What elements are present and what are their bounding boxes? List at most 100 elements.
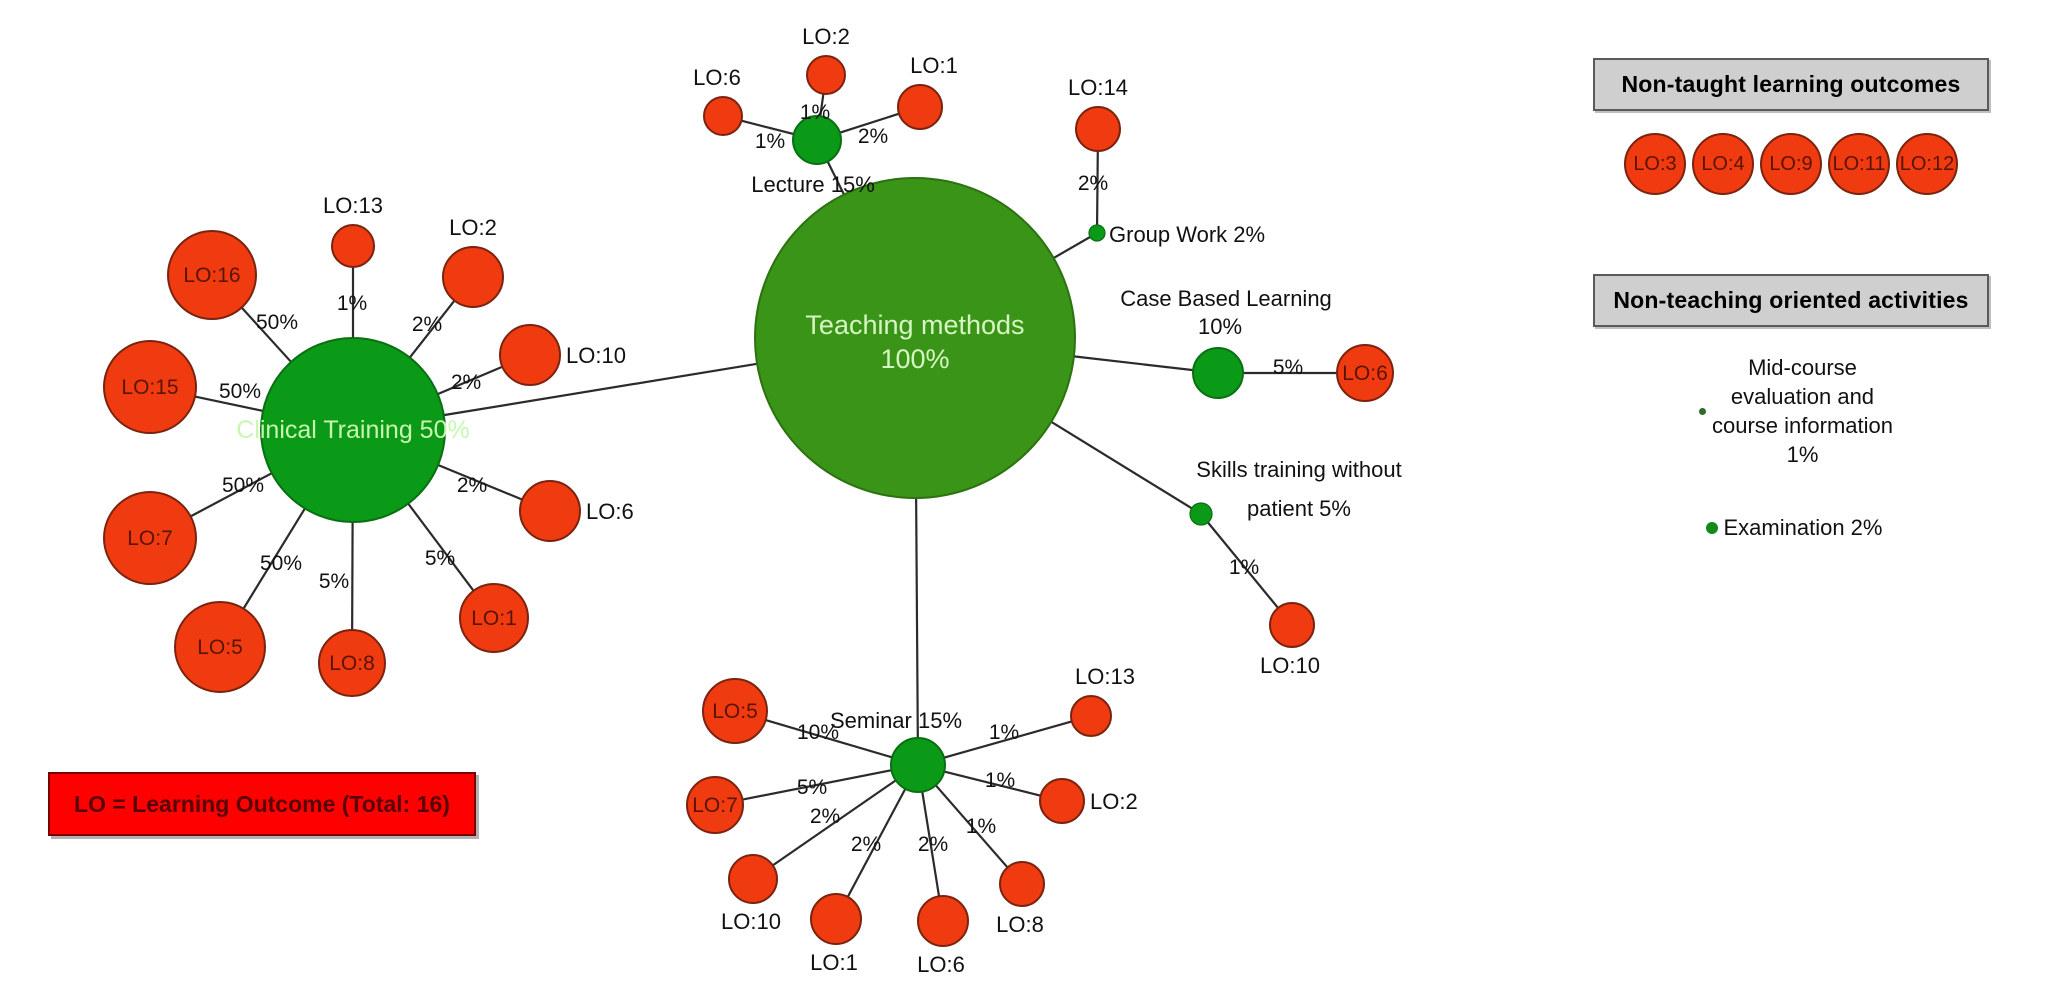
lo-node-LO14[interactable] [1075, 106, 1121, 152]
lo-label-LO1: LO:1 [810, 950, 858, 975]
edge-seminar-to-LO2 [943, 770, 1041, 797]
lo-node-LO1[interactable] [459, 583, 529, 653]
edge-percent-seminar-LO6: 2% [918, 833, 948, 856]
root-node-teaching-methods[interactable] [754, 177, 1076, 499]
activity-line-3: course information [1712, 413, 1893, 439]
edge-percent-seminar-LO7: 5% [797, 776, 827, 799]
method-node-clinical-training[interactable] [260, 337, 446, 523]
lo-node-LO6[interactable] [1336, 344, 1394, 402]
lo-node-LO8[interactable] [999, 861, 1045, 907]
edge-percent-lecture-LO2: 1% [800, 101, 830, 124]
lo-label-LO16: LO:16 [183, 264, 240, 287]
method-node-case-based-learning[interactable] [1192, 347, 1244, 399]
edge-lecture-to-LO2 [819, 93, 825, 117]
green-dot-icon [1705, 521, 1718, 534]
edge-seminar-to-LO10 [772, 779, 897, 867]
lo-node-LO6[interactable] [519, 480, 581, 542]
lo-node-LO13[interactable] [331, 224, 375, 268]
lo-node-LO13[interactable] [1070, 695, 1112, 737]
lo-node-LO10[interactable] [1269, 602, 1315, 648]
lo-label-LO15: LO:15 [121, 376, 178, 399]
lo-node-LO6[interactable] [703, 96, 743, 136]
method-node-skills-training[interactable] [1189, 502, 1213, 526]
edge-seminar-to-LO5 [765, 719, 893, 759]
edge-percent-clinical-training-LO5: 50% [260, 552, 302, 575]
lo-label-LO5: LO:5 [712, 700, 758, 723]
lo-node-LO15[interactable] [103, 340, 197, 434]
edge-seminar-to-LO7 [742, 769, 892, 801]
method-label-lecture: Lecture 15% [751, 172, 875, 197]
activity-line-1: Mid-course [1748, 355, 1857, 380]
lo-node-LO10[interactable] [728, 854, 778, 904]
lo-node-LO8[interactable] [318, 629, 386, 697]
lo-node-LO2[interactable] [806, 55, 846, 95]
edge-percent-seminar-LO1: 2% [851, 833, 881, 856]
lo-node-LO2[interactable] [442, 246, 504, 308]
edge-seminar-to-LO6 [921, 791, 941, 897]
activity-examination-label: Examination 2% [1723, 515, 1883, 541]
edge-clinical-training-to-LO15 [194, 395, 264, 413]
edge-percent-group-work-LO14: 2% [1078, 172, 1108, 195]
lo-label-LO6: LO:6 [693, 65, 741, 90]
edge-lecture-to-LO6 [741, 119, 795, 136]
method-label-case-based-learning-line2: 10% [1198, 314, 1242, 339]
edge-percent-skills-training-LO10: 1% [1229, 556, 1259, 579]
lo-node-LO2[interactable] [1039, 778, 1085, 824]
lo-label-LO13: LO:13 [323, 193, 383, 218]
lo-node-LO1[interactable] [810, 893, 862, 945]
labels-layer: LO:16 50% LO:15 50% LO:7 50% LO:5 50% LO:8 5% LO:1… [121, 24, 1401, 977]
learning-outcome-key-text: LO = Learning Outcome (Total: 16) [74, 790, 450, 817]
edge-root-to-clinical-training [443, 362, 758, 417]
lo-label-LO6: LO:6 [917, 952, 965, 977]
activity-mid-course-evaluation: Mid-course evaluation and course informa… [1593, 353, 1989, 469]
root-label-line1: Teaching methods [805, 310, 1024, 340]
method-label-clinical-training: Clinical Training 50% [236, 416, 469, 444]
edge-percent-clinical-training-LO1: 5% [425, 547, 455, 570]
lo-label-LO1: LO:1 [910, 53, 958, 78]
activity-mid-course-evaluation-label: Mid-course evaluation and course informa… [1712, 353, 1893, 469]
lo-node-LO1[interactable] [897, 84, 943, 130]
lo-label-LO10: LO:10 [1260, 653, 1320, 678]
edge-seminar-to-LO8 [934, 784, 1009, 869]
activity-line-2: evaluation and [1730, 384, 1875, 410]
lo-label-LO1: LO:1 [471, 607, 517, 630]
edge-clinical-training-to-LO7 [190, 472, 273, 518]
edge-percent-clinical-training-LO16: 50% [256, 311, 298, 334]
edge-clinical-training-to-LO10 [437, 365, 503, 396]
lo-node-LO7[interactable] [103, 491, 197, 585]
method-node-lecture[interactable] [792, 115, 842, 165]
method-node-seminar[interactable] [890, 737, 946, 793]
edge-clinical-training-to-LO6 [437, 463, 523, 501]
edge-lecture-to-LO1 [839, 112, 900, 134]
edge-percent-clinical-training-LO8: 5% [319, 570, 349, 593]
method-label-seminar: Seminar 15% [830, 708, 962, 733]
lo-node-LO6[interactable] [917, 895, 969, 947]
edge-percent-seminar-LO5: 10% [797, 721, 839, 744]
non-taught-lo-chip: LO:11 [1828, 133, 1890, 195]
lo-node-LO7[interactable] [686, 776, 744, 834]
lo-label-LO6: LO:6 [1342, 362, 1388, 385]
edge-percent-case-based-learning-LO6: 5% [1273, 356, 1303, 379]
edge-clinical-training-to-LO16 [240, 306, 292, 363]
edge-root-to-case-based-learning [1073, 355, 1194, 372]
lo-node-LO16[interactable] [167, 230, 257, 320]
root-label-line2: 100% [880, 344, 949, 374]
non-taught-lo-chip: LO:9 [1760, 133, 1822, 195]
edge-percent-clinical-training-LO2: 2% [412, 313, 442, 336]
edge-percent-clinical-training-LO6: 2% [457, 474, 487, 497]
lo-label-LO7: LO:7 [127, 527, 173, 550]
nodes-layer [103, 55, 1394, 947]
lo-label-LO10: LO:10 [721, 909, 781, 934]
edge-seminar-to-LO1 [846, 788, 907, 898]
lo-node-LO10[interactable] [499, 324, 561, 386]
lo-node-LO5[interactable] [174, 601, 266, 693]
method-node-group-work[interactable] [1088, 224, 1106, 242]
edge-seminar-to-LO13 [943, 720, 1073, 759]
method-label-case-based-learning-line1: Case Based Learning [1120, 286, 1332, 311]
edge-percent-lecture-LO1: 2% [858, 125, 888, 148]
non-taught-lo-chip: LO:4 [1692, 133, 1754, 195]
panel-non-teaching-oriented-activities: Non-teaching oriented activities Mid-cou… [1593, 274, 1989, 542]
lo-node-LO5[interactable] [702, 678, 768, 744]
